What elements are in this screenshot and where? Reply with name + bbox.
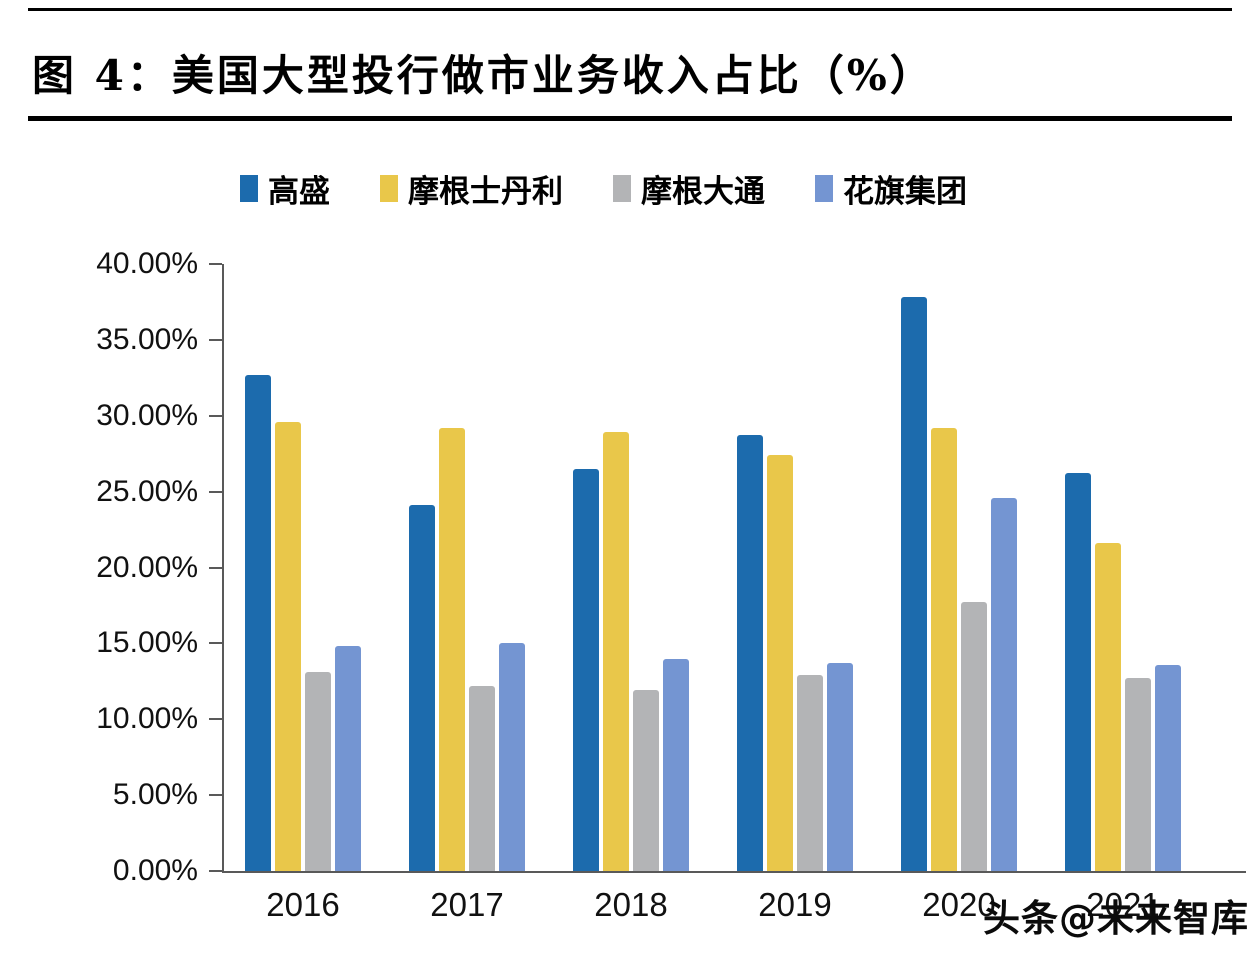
y-tick-label: 40.00%: [96, 247, 198, 280]
legend-item: 花旗集团: [815, 166, 967, 211]
bar: [931, 428, 957, 871]
bar: [1125, 678, 1151, 871]
watermark-text: 头条@未来智库: [983, 897, 1249, 940]
figure-title: 图 4：美国大型投行做市业务收入占比（%）: [32, 51, 935, 100]
x-axis-label: 2017: [430, 886, 504, 923]
y-tick-label: 25.00%: [96, 474, 198, 508]
legend-item: 摩根士丹利: [380, 166, 563, 211]
bar: [901, 297, 927, 871]
bar: [797, 675, 823, 871]
legend-item: 摩根大通: [613, 166, 765, 211]
y-tick-mark: [209, 718, 222, 721]
x-axis-label: 2018: [594, 886, 668, 923]
y-tick-mark: [209, 642, 222, 645]
y-tick-label: 0.00%: [112, 854, 198, 887]
x-axis-label: 2020: [922, 886, 996, 923]
bar: [663, 659, 689, 871]
legend-swatch-icon: [613, 175, 631, 202]
bar: [961, 602, 987, 871]
bar: [603, 432, 629, 871]
legend-swatch-icon: [380, 175, 398, 202]
y-tick-label: 35.00%: [96, 322, 198, 356]
top-rule: [28, 8, 1232, 11]
bar: [439, 428, 465, 871]
bar: [827, 663, 853, 871]
bar: [275, 422, 301, 871]
y-tick-mark: [209, 338, 222, 341]
y-tick-label: 5.00%: [112, 778, 198, 812]
bar: [409, 505, 435, 871]
legend-label: 摩根大通: [641, 174, 765, 210]
bar: [245, 375, 271, 871]
legend-item: 高盛: [240, 166, 330, 211]
x-axis-label: 2021: [1086, 886, 1160, 923]
bar: [335, 646, 361, 871]
y-tick-mark: [209, 870, 222, 872]
legend-label: 高盛: [268, 174, 330, 210]
x-axis-label: 2016: [266, 886, 340, 923]
y-tick-mark: [209, 263, 222, 265]
bar: [991, 498, 1017, 871]
bar: [1065, 473, 1091, 871]
bar: [1155, 665, 1181, 871]
y-tick-label: 20.00%: [96, 550, 198, 584]
bar: [737, 435, 763, 871]
y-tick-mark: [209, 414, 222, 417]
y-tick-mark: [209, 794, 222, 797]
title-underline-rule: [28, 116, 1232, 121]
legend-label: 摩根士丹利: [408, 174, 563, 210]
y-tick-mark: [209, 490, 222, 493]
bar: [499, 643, 525, 871]
bar: [573, 469, 599, 871]
y-tick-mark: [209, 566, 222, 569]
y-axis-line: [222, 264, 224, 871]
legend-swatch-icon: [240, 175, 258, 202]
bar: [633, 690, 659, 871]
y-tick-label: 15.00%: [96, 626, 198, 660]
chart-legend: 高盛 摩根士丹利 摩根大通 花旗集团: [240, 166, 967, 211]
x-axis-line: [222, 871, 1246, 873]
bar: [767, 455, 793, 871]
bar: [469, 686, 495, 871]
bar: [1095, 543, 1121, 871]
bar: [305, 672, 331, 871]
x-axis-label: 2019: [758, 886, 832, 923]
y-tick-label: 30.00%: [96, 398, 198, 432]
legend-label: 花旗集团: [843, 174, 967, 210]
y-tick-label: 10.00%: [96, 702, 198, 736]
legend-swatch-icon: [815, 175, 833, 202]
